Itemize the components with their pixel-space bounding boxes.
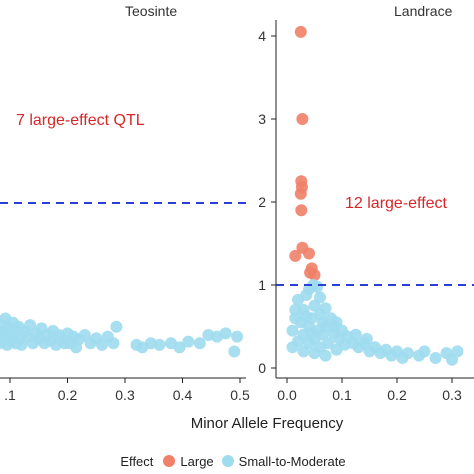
point-small-to-moderate-58: [289, 303, 302, 316]
point-large-4: [294, 187, 307, 200]
point-small-to-moderate-48: [429, 352, 442, 364]
legend-item-large: Large: [163, 453, 214, 469]
point-small-to-moderate-4: [300, 289, 313, 301]
point-small-to-moderate-84: [231, 330, 244, 343]
x-tick-label: 0.3: [442, 387, 462, 403]
point-small-to-moderate-36: [286, 341, 299, 354]
point-small-to-moderate-70: [107, 337, 120, 350]
x-ticks-landrace: 0.0 0.1 0.2 0.3: [277, 378, 462, 403]
points-landrace: [286, 25, 464, 366]
point-large-11: [308, 269, 321, 281]
point-small-to-moderate-59: [305, 327, 318, 340]
point-small-to-moderate-18: [286, 324, 299, 337]
legend-label-small-to-moderate: Small-to-Moderate: [238, 453, 346, 469]
point-large-1: [296, 113, 309, 125]
point-small-to-moderate-47: [418, 345, 431, 358]
panel-teosinte: Teosinte 7 large-effect QTL .1 0.2 0.3 0.4 0…: [0, 3, 250, 403]
x-tick-label: 0.5: [230, 387, 250, 403]
y-ticks-landrace: 0 1 2 3 4: [258, 28, 276, 376]
point-small-to-moderate-71: [110, 320, 123, 333]
legend-label-large: Large: [180, 453, 214, 469]
legend-swatch-small-to-moderate: [221, 455, 234, 467]
point-small-to-moderate-57: [316, 316, 329, 329]
x-axis-label: Minor Allele Frequency: [191, 415, 344, 432]
point-small-to-moderate-53: [338, 338, 351, 351]
point-small-to-moderate-45: [402, 347, 414, 360]
legend-item-small-to-moderate: Small-to-Moderate: [221, 453, 346, 469]
point-small-to-moderate-27: [322, 337, 335, 350]
y-tick-label: 4: [258, 28, 266, 44]
point-small-to-moderate-31: [308, 347, 321, 360]
point-large-0: [294, 25, 307, 38]
panel-title-landrace: Landrace: [394, 3, 453, 19]
point-small-to-moderate-30: [297, 345, 310, 358]
point-large-7: [303, 247, 315, 260]
x-tick-label: 0.1: [332, 387, 352, 403]
y-tick-label: 2: [258, 194, 266, 210]
point-small-to-moderate-77: [173, 341, 186, 354]
point-small-to-moderate-75: [153, 338, 166, 351]
point-small-to-moderate-55: [360, 332, 373, 345]
point-large-8: [289, 249, 302, 262]
x-tick-label: 0.4: [173, 387, 193, 403]
annotation-teosinte: 7 large-effect QTL: [16, 112, 145, 129]
point-small-to-moderate-32: [319, 349, 332, 362]
x-tick-label: 0.2: [58, 387, 78, 403]
point-small-to-moderate-52: [327, 320, 340, 333]
point-small-to-moderate-2: [311, 280, 324, 293]
annotation-landrace: 12 large-effect: [345, 195, 448, 212]
legend-swatch-large: [163, 455, 176, 467]
x-tick-label: 0.0: [277, 387, 297, 403]
x-tick-label: 0.2: [387, 387, 407, 403]
panel-title-teosinte: Teosinte: [125, 3, 177, 19]
point-small-to-moderate-78: [182, 335, 195, 348]
point-small-to-moderate-82: [219, 327, 232, 340]
points-teosinte: [0, 312, 244, 358]
y-tick-label: 1: [258, 277, 266, 293]
point-small-to-moderate-83: [228, 345, 241, 358]
point-small-to-moderate-79: [193, 337, 206, 350]
legend: Effect Large Small-to-Moderate: [0, 450, 474, 472]
point-small-to-moderate-51: [451, 345, 464, 358]
point-small-to-moderate-56: [300, 310, 313, 323]
y-tick-label: 0: [258, 360, 266, 376]
point-small-to-moderate-54: [349, 328, 362, 341]
y-tick-label: 3: [258, 111, 266, 127]
legend-title: Effect: [120, 453, 154, 469]
x-tick-label: .1: [4, 387, 16, 403]
panel-landrace: Landrace 12 large-effect 0.0 0.1 0.2 0.3 0 1…: [258, 3, 474, 403]
x-tick-label: 0.3: [115, 387, 135, 403]
x-ticks-teosinte: .1 0.2 0.3 0.4 0.5: [4, 378, 250, 403]
point-large-5: [295, 204, 308, 217]
